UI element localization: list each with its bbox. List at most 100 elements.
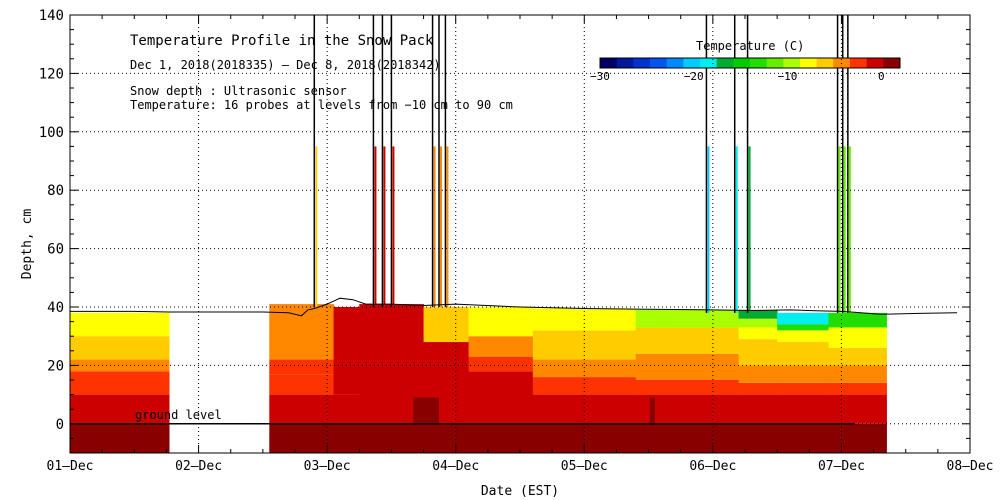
temperature-cell bbox=[269, 304, 335, 360]
temperature-cell bbox=[777, 324, 830, 331]
x-tick-label: 01–Dec bbox=[47, 459, 94, 474]
x-axis-label: Date (EST) bbox=[481, 484, 559, 499]
spike-temperature-cell bbox=[392, 146, 395, 307]
temperature-cell bbox=[423, 423, 470, 453]
y-tick-label: 100 bbox=[39, 125, 64, 141]
spike-temperature-cell bbox=[440, 146, 442, 307]
colorbar-swatch bbox=[683, 58, 701, 68]
temperature-cell bbox=[468, 356, 534, 372]
colorbar-swatch bbox=[633, 58, 651, 68]
temperature-cell bbox=[70, 312, 170, 337]
y-tick-label: 20 bbox=[47, 358, 64, 374]
spike-temperature-cell bbox=[838, 146, 841, 313]
y-axis-label: Depth, cm bbox=[20, 209, 35, 280]
spike-temperature-cell bbox=[433, 146, 436, 307]
colorbar-swatch bbox=[783, 58, 801, 68]
colorbar-swatch bbox=[716, 58, 734, 68]
colorbar-swatch bbox=[850, 58, 868, 68]
y-tick-label: 140 bbox=[39, 8, 64, 24]
colorbar-swatch bbox=[666, 58, 684, 68]
warm-spot-cell bbox=[413, 397, 439, 424]
temperature-cell bbox=[359, 423, 425, 453]
temperature-cell bbox=[635, 353, 740, 380]
temperature-cell bbox=[738, 327, 778, 340]
colorbar-swatch bbox=[700, 58, 718, 68]
spike-temperature-cell bbox=[843, 146, 846, 313]
temperature-cell bbox=[777, 382, 830, 395]
temperature-cell bbox=[333, 423, 360, 453]
colorbar-swatch bbox=[650, 58, 668, 68]
temperature-cell bbox=[333, 394, 360, 424]
temperature-cell bbox=[269, 359, 335, 375]
note-temperature-probes: Temperature: 16 probes at levels from −1… bbox=[130, 98, 513, 112]
spike-temperature-cell bbox=[446, 146, 449, 307]
colorbar-swatch bbox=[750, 58, 768, 68]
y-tick-label: 80 bbox=[47, 183, 64, 199]
colorbar-swatch bbox=[616, 58, 634, 68]
temperature-cell bbox=[828, 347, 887, 366]
spike-temperature-cell bbox=[848, 146, 851, 313]
colorbar-frame bbox=[599, 57, 901, 69]
x-tick-label: 03–Dec bbox=[304, 459, 351, 474]
spike-temperature-cell bbox=[707, 146, 710, 313]
temperature-cell bbox=[468, 307, 534, 337]
temperature-cell bbox=[532, 359, 637, 378]
temperature-cell bbox=[468, 371, 534, 424]
temperature-cell bbox=[423, 307, 470, 343]
x-tick-label: 04–Dec bbox=[432, 459, 479, 474]
y-tick-label: 60 bbox=[47, 242, 64, 258]
colorbar-swatch bbox=[866, 58, 884, 68]
colorbar-swatch bbox=[816, 58, 834, 68]
x-tick-label: 08–Dec bbox=[947, 459, 994, 474]
note-snow-depth: Snow depth : Ultrasonic sensor bbox=[130, 84, 347, 98]
colorbar-tick-label: −20 bbox=[684, 70, 704, 83]
x-tick-label: 07–Dec bbox=[818, 459, 865, 474]
temperature-cell bbox=[70, 394, 170, 424]
ground-level-label: ground level bbox=[135, 408, 222, 422]
spike-temperature-cell bbox=[374, 146, 377, 307]
temperature-cell bbox=[269, 374, 335, 395]
colorbar-title: Temperature (C) bbox=[696, 39, 804, 53]
colorbar-swatch bbox=[600, 58, 618, 68]
snow-depth-line bbox=[70, 297, 958, 317]
temperature-cell bbox=[738, 382, 778, 395]
temperature-cell bbox=[359, 304, 425, 424]
colorbar-tick-label: −10 bbox=[778, 70, 798, 83]
temperature-cell bbox=[70, 359, 170, 372]
temperature-cell bbox=[777, 342, 830, 366]
temperature-cell bbox=[828, 394, 887, 424]
temperature-cell bbox=[828, 382, 887, 395]
colorbar: −30 −20 −10 0 bbox=[590, 57, 901, 83]
temperature-cell bbox=[828, 423, 887, 453]
x-tick-label: 06–Dec bbox=[689, 459, 736, 474]
temperature-cell bbox=[777, 365, 830, 383]
temperature-cell bbox=[333, 307, 360, 395]
temperature-cell bbox=[777, 330, 830, 343]
x-tick-label: 02–Dec bbox=[175, 459, 222, 474]
temperature-cell bbox=[828, 327, 887, 348]
temperature-cell bbox=[635, 309, 740, 328]
colorbar-tick-label: 0 bbox=[878, 70, 885, 83]
temperature-cell bbox=[738, 365, 778, 383]
spike-temperature-cell bbox=[748, 146, 751, 313]
temperature-cell bbox=[532, 377, 637, 395]
warm-spot-cell bbox=[649, 397, 655, 424]
temperature-cell bbox=[635, 327, 740, 354]
temperature-cell bbox=[70, 336, 170, 360]
temperature-cell bbox=[70, 371, 170, 395]
temperature-cell bbox=[738, 318, 778, 328]
axes: 0 20 40 60 80 100 120 140 01–Dec 02–Dec 03–Dec 04–D… bbox=[39, 8, 994, 474]
plot-area bbox=[70, 15, 958, 453]
temperature-cell bbox=[777, 312, 830, 325]
y-tick-label: 120 bbox=[39, 66, 64, 82]
temperature-cell bbox=[738, 309, 778, 319]
temperature-cell bbox=[70, 423, 170, 453]
temperature-cell bbox=[635, 423, 740, 453]
colorbar-swatch bbox=[883, 58, 901, 68]
temperature-cell bbox=[738, 394, 778, 424]
temperature-cell bbox=[269, 423, 335, 453]
temperature-cell bbox=[777, 394, 830, 424]
colorbar-swatch bbox=[800, 58, 818, 68]
chart-title: Temperature Profile in the Snow Pack bbox=[130, 33, 434, 49]
